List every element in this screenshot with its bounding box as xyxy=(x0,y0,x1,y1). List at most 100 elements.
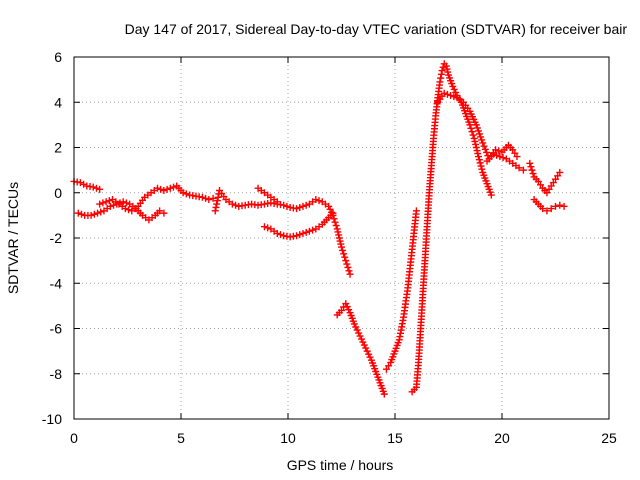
data-point xyxy=(329,209,337,217)
data-point xyxy=(211,207,219,215)
x-tick-label: 15 xyxy=(387,430,403,446)
data-point xyxy=(205,196,213,204)
data-point xyxy=(122,199,130,207)
y-tick-label: 0 xyxy=(54,185,62,201)
data-point xyxy=(552,202,559,210)
y-axis-label: SDTVAR / TECUs xyxy=(5,182,21,294)
x-tick-label: 5 xyxy=(177,430,185,446)
data-point xyxy=(340,250,348,258)
x-tick-label: 20 xyxy=(494,430,510,446)
data-point xyxy=(437,74,445,82)
data-point xyxy=(119,198,127,206)
data-point xyxy=(341,253,349,261)
data-point xyxy=(438,67,446,75)
data-point xyxy=(331,218,339,226)
data-point xyxy=(477,162,485,170)
data-point xyxy=(529,170,537,178)
y-tick-label: -4 xyxy=(50,275,63,291)
data-point xyxy=(475,156,483,164)
data-point xyxy=(106,202,114,210)
data-point xyxy=(543,207,551,215)
data-point xyxy=(436,78,444,86)
data-point xyxy=(556,168,564,176)
y-tick-label: -8 xyxy=(50,366,63,382)
data-point xyxy=(412,207,420,215)
data-point xyxy=(209,194,217,202)
data-point xyxy=(519,166,527,174)
data-point xyxy=(527,163,535,171)
data-point xyxy=(469,131,477,139)
data-point xyxy=(467,124,475,132)
y-tick-label: -6 xyxy=(50,321,63,337)
data-point xyxy=(90,210,98,218)
data-point xyxy=(96,200,104,208)
data-point xyxy=(528,166,536,174)
data-point xyxy=(170,183,178,191)
data-point xyxy=(94,209,102,217)
data-point xyxy=(283,202,291,210)
data-point xyxy=(102,198,110,206)
data-point xyxy=(99,199,107,207)
data-point xyxy=(293,205,301,213)
x-tick-label: 25 xyxy=(601,430,617,446)
data-point xyxy=(296,231,304,239)
data-point xyxy=(447,91,455,99)
data-point xyxy=(76,179,84,187)
data-point xyxy=(302,201,310,209)
data-point xyxy=(228,200,236,208)
data-point xyxy=(478,165,486,173)
data-point xyxy=(496,153,504,161)
data-point xyxy=(513,153,521,161)
data-point xyxy=(264,224,272,232)
data-point xyxy=(160,209,168,217)
data-point xyxy=(380,390,388,398)
data-point xyxy=(105,197,113,205)
data-point xyxy=(89,183,97,191)
data-point xyxy=(495,147,503,155)
data-point xyxy=(87,211,95,219)
data-point xyxy=(182,190,190,198)
data-point xyxy=(296,203,304,211)
data-point xyxy=(343,260,351,268)
data-point xyxy=(156,207,164,215)
data-point xyxy=(474,153,482,161)
data-point xyxy=(443,90,451,98)
data-point xyxy=(212,203,220,211)
y-tick-label: -10 xyxy=(42,411,62,427)
data-point xyxy=(121,205,129,213)
data-point xyxy=(160,186,168,194)
data-point xyxy=(439,63,447,71)
data-point xyxy=(468,128,476,136)
data-point xyxy=(499,154,507,162)
data-point xyxy=(299,229,307,237)
chart-title: Day 147 of 2017, Sidereal Day-to-day VTE… xyxy=(125,21,628,37)
data-point xyxy=(277,231,285,239)
axis-ticks: 0 5 10 15 20 25 -10 -8 -6 -4 -2 0 2 4 6 xyxy=(42,49,617,446)
data-point xyxy=(97,208,105,216)
data-point xyxy=(547,205,555,213)
data-point xyxy=(309,226,317,234)
data-point xyxy=(556,201,564,209)
data-point xyxy=(332,222,340,230)
data-point xyxy=(260,223,268,231)
data-point xyxy=(273,229,281,237)
data-point xyxy=(302,228,310,236)
data-point xyxy=(476,159,484,167)
data-point xyxy=(560,202,568,210)
data-point xyxy=(492,146,500,154)
data-point xyxy=(232,201,240,209)
data-point xyxy=(305,227,313,235)
data-point xyxy=(539,205,547,213)
data-point xyxy=(450,93,458,101)
data-point xyxy=(92,184,100,192)
data-point xyxy=(125,206,133,214)
grid xyxy=(74,57,609,419)
data-point xyxy=(342,257,350,265)
data-point xyxy=(202,194,210,202)
data-point xyxy=(312,196,320,204)
data-point xyxy=(344,263,352,271)
data-point xyxy=(515,164,523,172)
data-point xyxy=(483,148,491,156)
data-point xyxy=(346,270,354,278)
